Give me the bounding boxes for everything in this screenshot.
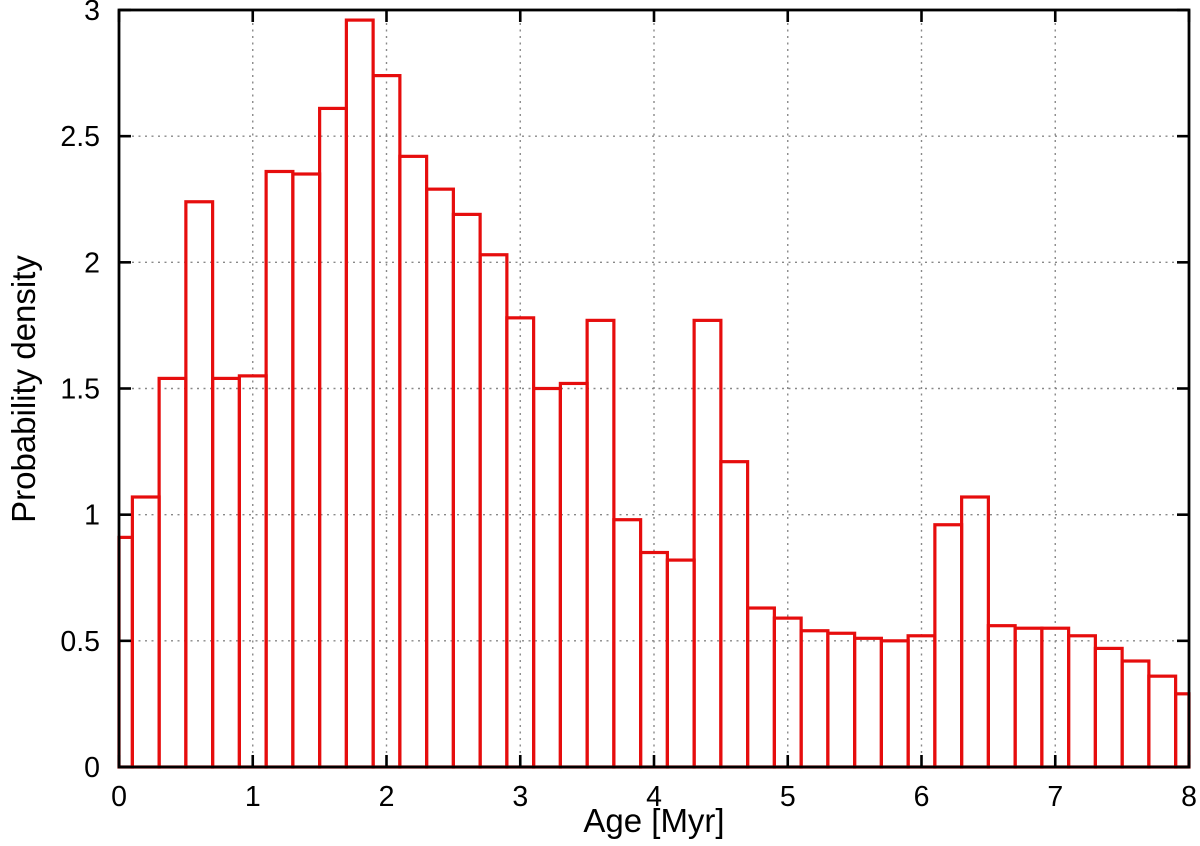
x-tick-label: 1 [245, 781, 261, 813]
histogram-bar [130, 495, 161, 769]
y-axis-title: Probability density [5, 254, 42, 523]
x-tick-label: 6 [914, 781, 930, 813]
histogram-bar [719, 460, 750, 769]
x-tick-label: 8 [1181, 781, 1197, 813]
histogram-bar [933, 523, 964, 769]
histogram-bar [237, 374, 268, 769]
y-axis-title-container: Probability density [2, 10, 46, 767]
histogram-bar [117, 535, 134, 769]
histogram-bar [532, 386, 562, 769]
y-tick-label: 3 [84, 0, 100, 27]
y-tick-label: 2.5 [60, 121, 100, 153]
histogram-bar [1067, 634, 1097, 769]
histogram-bar [692, 318, 723, 769]
histogram-bar [211, 376, 241, 769]
histogram-bar [184, 200, 215, 769]
histogram-bar [398, 154, 429, 769]
x-tick-label: 5 [780, 781, 796, 813]
y-tick-label: 0.5 [60, 626, 100, 658]
histogram-bar [1120, 659, 1151, 769]
histogram-bar [853, 636, 883, 769]
histogram-bar [746, 606, 776, 769]
histogram-bar [1093, 646, 1124, 769]
y-tick-label: 0 [84, 752, 100, 784]
histogram-bar [799, 629, 830, 769]
histogram-bar [826, 631, 857, 769]
histogram-bar [585, 318, 616, 769]
histogram-bar [1013, 626, 1044, 769]
histogram-bar [344, 18, 375, 769]
histogram-bar [558, 381, 589, 769]
histogram-bar [665, 558, 696, 769]
y-tick-label: 2 [84, 247, 100, 279]
histogram-bar [451, 212, 482, 769]
histogram-bar [879, 639, 910, 769]
histogram-bar [1174, 692, 1191, 769]
histogram-bar [960, 495, 990, 769]
y-tick-label: 1 [84, 500, 100, 532]
x-tick-label: 3 [512, 781, 528, 813]
x-tick-label: 4 [646, 781, 662, 813]
histogram-bar [1147, 674, 1178, 769]
x-tick-label: 0 [111, 781, 127, 813]
x-axis-title: Age [Myr] [583, 802, 725, 839]
x-tick-label: 7 [1047, 781, 1063, 813]
x-tick-label: 2 [379, 781, 395, 813]
histogram-bar [264, 169, 295, 769]
histogram-bar [318, 106, 348, 769]
histogram-bar [639, 550, 669, 769]
y-tick-label: 1.5 [60, 374, 100, 406]
histogram-bar [157, 376, 188, 769]
histogram-bar [478, 253, 509, 769]
histogram-bar [612, 518, 643, 769]
histogram-bar [425, 187, 455, 769]
histogram-bar [986, 624, 1017, 769]
